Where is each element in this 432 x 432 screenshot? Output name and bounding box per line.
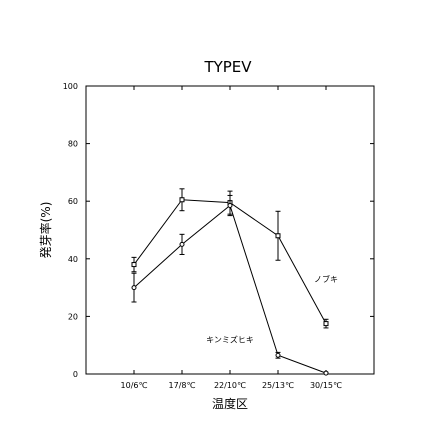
y-axis: 0 20 40 60 80 100: [63, 82, 374, 379]
data-point-circle: [227, 203, 233, 209]
y-tick-label: 80: [68, 140, 78, 149]
data-point-square: [131, 262, 137, 268]
plot-frame: [85, 85, 375, 375]
x-tick-label: 17/8℃: [169, 381, 196, 390]
data-point-circle: [179, 241, 185, 247]
data-point-circle: [275, 352, 281, 358]
series-annotation: ノブキ: [314, 274, 338, 284]
data-point-square: [179, 197, 185, 203]
x-tick-label: 30/15℃: [310, 381, 342, 390]
x-axis-label: 温度区: [212, 396, 248, 411]
x-tick-label: 10/6℃: [121, 381, 148, 390]
y-tick-label: 40: [68, 255, 78, 264]
data-point-square: [323, 321, 329, 327]
y-tick-label: 60: [68, 197, 78, 206]
chart-title: TYPEⅤ: [203, 58, 252, 76]
series-layer: [131, 188, 329, 376]
x-tick-label: 25/13℃: [262, 381, 294, 390]
x-tick-label: 22/10℃: [214, 381, 246, 390]
y-tick-label: 0: [73, 370, 78, 379]
x-axis: 10/6℃ 17/8℃ 22/10℃ 25/13℃ 30/15℃: [121, 86, 342, 390]
y-tick-label: 100: [63, 82, 78, 91]
series-2: [131, 194, 329, 376]
series-annotation: キンミズヒキ: [206, 334, 254, 344]
y-axis-label: 発芽率(%): [38, 202, 53, 259]
series-line: [133, 204, 327, 374]
data-point-circle: [323, 370, 329, 376]
data-point-square: [275, 233, 281, 239]
y-tick-label: 20: [68, 312, 78, 321]
data-point-circle: [131, 285, 137, 291]
